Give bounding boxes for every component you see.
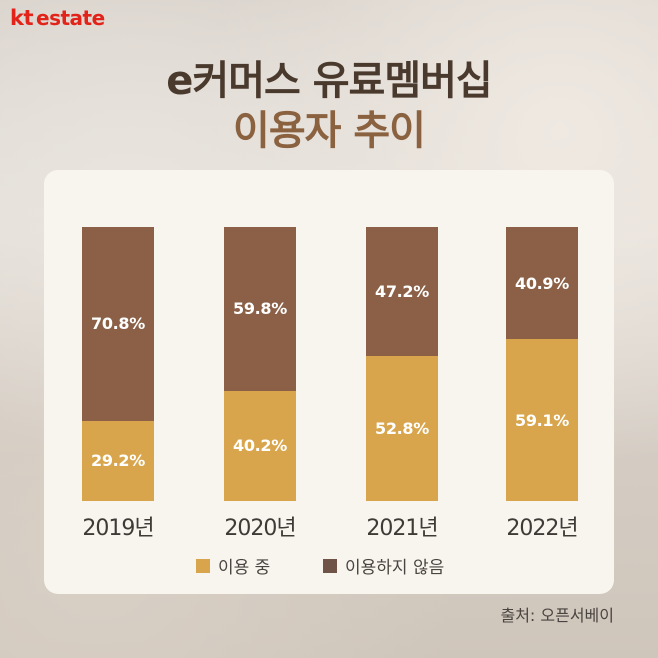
bar-segment-used: 52.8%	[366, 356, 438, 501]
bar-segment-used: 29.2%	[82, 420, 154, 501]
bar-segment-used: 59.1%	[506, 339, 578, 501]
source-note: 출처: 오픈서베이	[500, 606, 614, 625]
x-tick-label: 2019년	[82, 516, 154, 541]
legend-item-used: 이용 중	[196, 553, 270, 578]
legend-swatch-notused	[323, 558, 337, 573]
bar-segment-notused: 40.9%	[506, 227, 578, 340]
x-tick-label: 2022년	[506, 516, 578, 541]
page-title-line1: e커머스 유료멤버십	[166, 58, 492, 104]
legend-label-used: 이용 중	[218, 558, 271, 578]
kt-estate-logo: kt estate	[10, 6, 105, 30]
bar-2: 47.2% 52.8%	[366, 227, 438, 501]
bar-segment-notused: 47.2%	[366, 227, 438, 357]
legend-item-notused: 이용하지 않음	[323, 553, 444, 578]
bar-1: 59.8% 40.2%	[224, 227, 296, 501]
logo-estate-text: estate	[36, 6, 105, 30]
legend-swatch-used	[196, 558, 210, 573]
bar-0: 70.8% 29.2%	[82, 227, 154, 501]
legend-label-notused: 이용하지 않음	[345, 558, 445, 578]
bar-segment-used: 40.2%	[224, 390, 296, 501]
logo-kt-text: kt	[10, 6, 34, 30]
bar-segment-notused: 70.8%	[82, 227, 154, 421]
bar-segment-notused: 59.8%	[224, 227, 296, 391]
page-title-line2: 이용자 추이	[233, 108, 426, 154]
x-tick-label: 2021년	[366, 516, 438, 541]
bar-3: 40.9% 59.1%	[506, 227, 578, 501]
x-tick-label: 2020년	[224, 516, 296, 541]
